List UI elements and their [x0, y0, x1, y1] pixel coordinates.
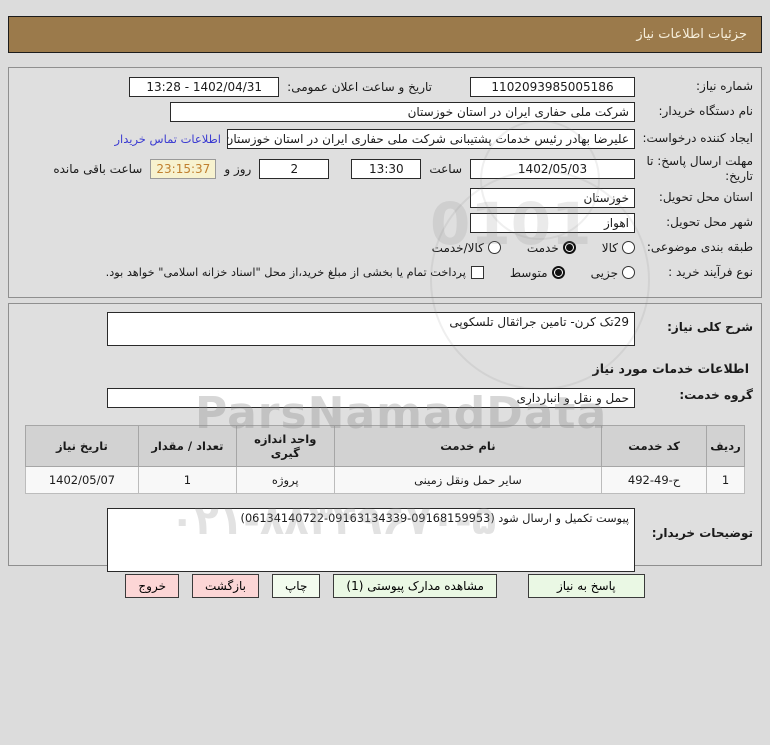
- radio-partial-icon[interactable]: [622, 266, 635, 279]
- action-buttons: پاسخ به نیاز مشاهده مدارک پیوستی (1) چاپ…: [0, 574, 770, 598]
- buyer-name-field[interactable]: شرکت ملی حفاری ایران در استان خوزستان: [170, 101, 635, 122]
- radio-goods-label: کالا: [601, 240, 618, 255]
- deadline-hour-label: ساعت: [429, 162, 462, 176]
- row-need-number: شماره نیاز: 1102093985005186 تاریخ و ساع…: [17, 75, 753, 98]
- delivery-province-field[interactable]: خوزستان: [470, 187, 635, 208]
- treasury-checkbox-item[interactable]: پرداخت تمام یا بخشی از مبلغ خرید،از محل …: [106, 266, 484, 279]
- treasury-checkbox-label: پرداخت تمام یا بخشی از مبلغ خرید،از محل …: [105, 266, 466, 279]
- service-group-field[interactable]: حمل و نقل و انبارداری: [107, 388, 635, 408]
- buyer-contact-link[interactable]: اطلاعات تماس خریدار: [114, 131, 221, 146]
- row-service-group: گروه خدمت: حمل و نقل و انبارداری: [17, 388, 753, 408]
- radio-goods-service-label: کالا/خدمت: [431, 240, 484, 255]
- col-header-unit: واحد اندازه گیری: [235, 425, 335, 467]
- services-table-header-row: ردیف کد خدمت نام خدمت واحد اندازه گیری ت…: [25, 425, 745, 467]
- announce-datetime-label: تاریخ و ساعت اعلان عمومی:: [287, 79, 432, 94]
- deadline-date-field[interactable]: 1402/05/03: [470, 159, 635, 179]
- deadline-time-field[interactable]: 13:30: [351, 159, 422, 179]
- buyer-name-label: نام دستگاه خریدار:: [658, 104, 754, 118]
- radio-goods[interactable]: کالا: [602, 241, 635, 255]
- row-delivery-province: استان محل تحویل: خوزستان: [17, 186, 753, 209]
- countdown-timer: 23:15:37: [150, 159, 217, 179]
- radio-partial-label: جزیی: [590, 265, 618, 280]
- request-creator-field[interactable]: علیرضا بهادر رئیس خدمات پشتیبانی شرکت مل…: [227, 128, 635, 149]
- services-section-header: اطلاعات خدمات مورد نیاز: [592, 361, 750, 376]
- cell-need-date: 1402/05/07: [25, 466, 139, 494]
- row-classification: طبقه بندی موضوعی: کالا خدمت کالا/خدمت: [17, 236, 753, 259]
- col-header-qty: تعداد / مقدار: [137, 425, 237, 467]
- radio-service-label: خدمت: [526, 240, 559, 255]
- row-request-creator: ایجاد کننده درخواست: علیرضا بهادر رئیس خ…: [17, 125, 753, 152]
- services-table: ردیف کد خدمت نام خدمت واحد اندازه گیری ت…: [25, 425, 745, 494]
- col-header-date: تاریخ نیاز: [25, 425, 139, 467]
- countdown-label: ساعت باقی مانده: [53, 162, 143, 176]
- need-number-label: شماره نیاز:: [696, 79, 753, 93]
- service-group-label: گروه خدمت:: [679, 388, 753, 402]
- exit-button[interactable]: خروج: [125, 574, 179, 598]
- col-header-row: ردیف: [706, 425, 745, 467]
- row-need-summary: شرح کلی نیاز: 29تک کرن- تامین جراثقال تل…: [17, 312, 753, 346]
- respond-button[interactable]: پاسخ به نیاز: [527, 574, 645, 598]
- page-title-bar: جزئیات اطلاعات نیاز: [8, 16, 762, 53]
- row-deadline: مهلت ارسال پاسخ: تا تاریخ: 1402/05/03 سا…: [17, 154, 753, 184]
- deadline-days-field[interactable]: 2: [259, 159, 330, 179]
- treasury-checkbox[interactable]: [470, 266, 484, 279]
- radio-medium-label: متوسط: [509, 265, 548, 280]
- radio-goods-service-icon[interactable]: [487, 241, 501, 254]
- row-process-type: نوع فرآیند خرید : جزیی متوسط پرداخت تمام…: [17, 261, 753, 284]
- process-type-label: نوع فرآیند خرید :: [668, 265, 753, 279]
- need-info-panel: شماره نیاز: 1102093985005186 تاریخ و ساع…: [8, 67, 762, 298]
- cell-row-index: 1: [706, 466, 745, 494]
- cell-unit: پروژه: [235, 466, 335, 494]
- radio-medium-icon[interactable]: [551, 266, 565, 279]
- radio-medium[interactable]: متوسط: [510, 266, 565, 280]
- row-buyer-notes: توضیحات خریدار: پیوست تکمیل و ارسال شود …: [17, 508, 753, 572]
- need-summary-label: شرح کلی نیاز:: [667, 320, 753, 334]
- request-creator-label: ایجاد کننده درخواست:: [642, 131, 753, 145]
- print-button[interactable]: چاپ: [272, 574, 321, 598]
- page-title: جزئیات اطلاعات نیاز: [636, 27, 747, 42]
- buyer-notes-field[interactable]: پیوست تکمیل و ارسال شود (09168159953-091…: [107, 508, 635, 572]
- deadline-days-label: روز و: [224, 162, 252, 176]
- row-buyer-name: نام دستگاه خریدار: شرکت ملی حفاری ایران …: [17, 100, 753, 123]
- services-panel: شرح کلی نیاز: 29تک کرن- تامین جراثقال تل…: [8, 303, 762, 572]
- table-row: 1 ح-49-492 سایر حمل ونقل زمینی پروژه 1 1…: [25, 466, 745, 494]
- cell-service-code: ح-49-492: [601, 466, 708, 494]
- row-delivery-city: شهر محل تحویل: اهواز: [17, 211, 753, 234]
- need-summary-field[interactable]: 29تک کرن- تامین جراثقال تلسکوپی: [107, 312, 635, 346]
- view-attachments-button[interactable]: مشاهده مدارک پیوستی (1): [333, 574, 497, 598]
- announce-datetime-field[interactable]: 1402/04/31 - 13:28: [129, 76, 280, 97]
- classification-label: طبقه بندی موضوعی:: [646, 240, 753, 254]
- delivery-province-label: استان محل تحویل:: [658, 190, 753, 204]
- col-header-name: نام خدمت: [333, 425, 603, 467]
- back-button[interactable]: بازگشت: [192, 574, 259, 598]
- cell-service-name: سایر حمل ونقل زمینی: [333, 466, 603, 494]
- radio-goods-icon[interactable]: [622, 241, 635, 254]
- col-header-code: کد خدمت: [601, 425, 708, 467]
- radio-goods-service[interactable]: کالا/خدمت: [432, 241, 501, 255]
- radio-service-icon[interactable]: [562, 241, 576, 254]
- buyer-notes-label: توضیحات خریدار:: [651, 526, 753, 540]
- radio-partial[interactable]: جزیی: [591, 266, 635, 280]
- delivery-city-label: شهر محل تحویل:: [666, 215, 753, 229]
- delivery-city-field[interactable]: اهواز: [470, 212, 635, 233]
- radio-service[interactable]: خدمت: [527, 241, 576, 255]
- cell-quantity: 1: [137, 466, 237, 494]
- deadline-label: مهلت ارسال پاسخ: تا تاریخ:: [646, 154, 753, 183]
- need-number-field[interactable]: 1102093985005186: [470, 76, 635, 97]
